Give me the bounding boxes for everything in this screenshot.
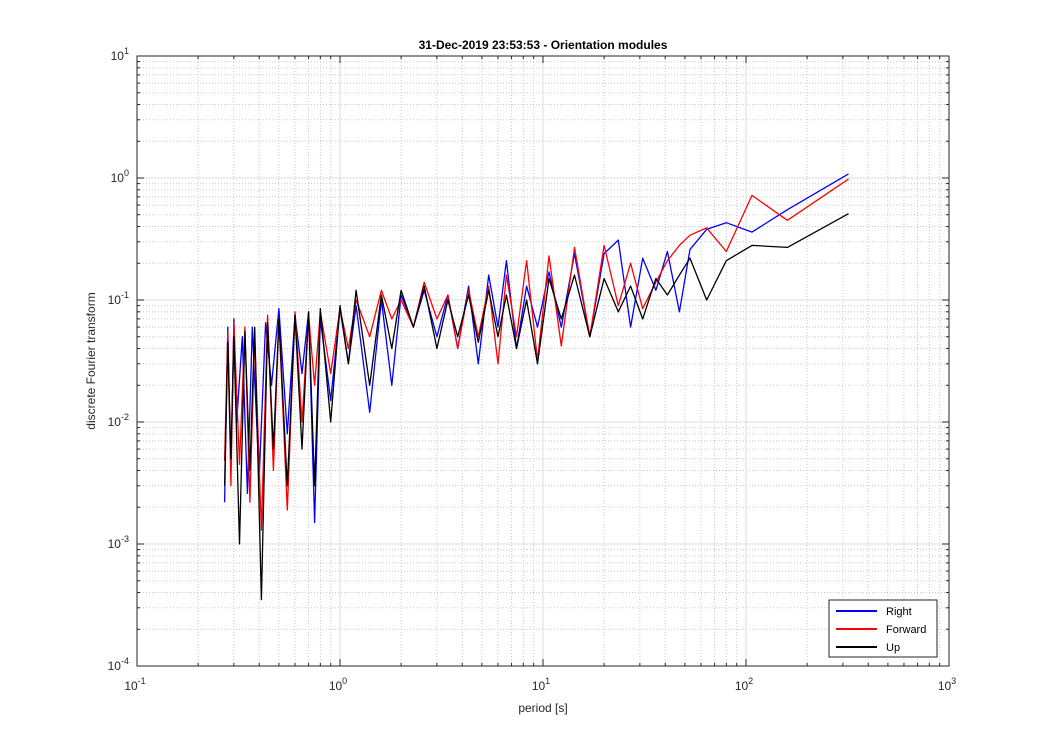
y-tick-label: 10-1 <box>108 290 129 307</box>
y-tick-label: 10-2 <box>108 412 129 429</box>
y-tick-label: 101 <box>111 46 129 63</box>
x-tick-label: 102 <box>735 676 753 693</box>
x-tick-label: 100 <box>329 676 347 693</box>
chart-title: 31-Dec-2019 23:53:53 - Orientation modul… <box>419 38 668 52</box>
x-tick-label: 10-1 <box>124 676 145 693</box>
x-axis-label: period [s] <box>518 701 567 715</box>
x-tick-label: 101 <box>532 676 550 693</box>
series-layer <box>223 173 849 601</box>
legend: Right Forward Up <box>828 599 938 658</box>
major-grid <box>137 56 949 666</box>
y-tick-label: 10-4 <box>108 656 129 673</box>
y-tick-label: 100 <box>111 168 129 185</box>
legend-label-up: Up <box>886 642 900 654</box>
series-line-up <box>223 213 849 601</box>
axis-ticks <box>136 55 950 667</box>
tick-labels: 10-1 100 101 102 103 10-4 10-3 10-2 10-1 100 101 <box>108 46 957 693</box>
y-tick-label: 10-3 <box>108 534 129 551</box>
legend-label-right: Right <box>886 606 912 618</box>
y-axis-label: discrete Fourier transform <box>84 292 98 429</box>
legend-label-forward: Forward <box>886 624 926 636</box>
x-tick-label: 103 <box>938 676 956 693</box>
